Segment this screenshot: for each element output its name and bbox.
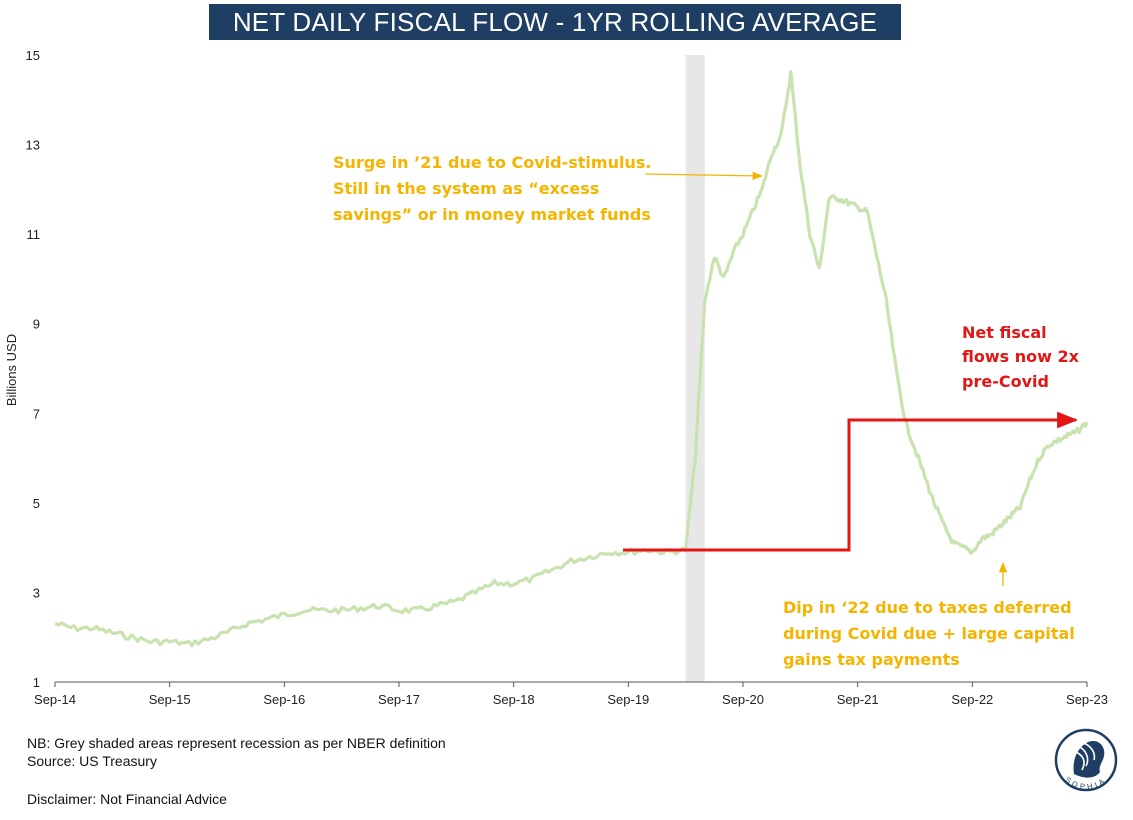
fiscal-2x-annotation: Net fiscal flows now 2x pre-Covid [962,323,1085,391]
dip-annotation-line-2: during Covid due + large capital [783,624,1075,643]
fiscal-2x-annotation-line-3: pre-Covid [962,372,1049,391]
dip-annotation-line-3: gains tax payments [783,650,960,669]
x-tick-label: Sep-23 [1066,692,1108,707]
x-tick-label: Sep-22 [951,692,993,707]
fiscal-2x-annotation-line-2: flows now 2x [962,347,1080,366]
fiscal-2x-annotation-line-1: Net fiscal [962,323,1047,342]
annotation-layer: Surge in ’21 due to Covid-stimulus. Stil… [333,153,1085,669]
x-tick-label: Sep-19 [607,692,649,707]
x-tick-label: Sep-18 [493,692,535,707]
sophia-logo: SOPHIA [1046,722,1126,802]
source-footnote: Source: US Treasury [27,753,157,769]
surge-annotation-line-3: savings” or in money market funds [333,205,651,224]
sophia-logo-icon: SOPHIA [1054,728,1118,792]
y-axis-title: Billions USD [4,334,19,406]
surge-annotation-line-2: Still in the system as “excess [333,179,599,198]
x-tick-label: Sep-14 [34,692,76,707]
y-tick-label: 15 [26,48,40,63]
x-tick-label: Sep-15 [149,692,191,707]
y-tick-label: 7 [33,406,40,421]
y-tick-label: 13 [26,138,40,153]
y-tick-label: 11 [27,227,41,242]
annotation-arrow-layer [623,171,1079,586]
dip-annotation: Dip in ‘22 due to taxes deferred during … [783,598,1080,669]
chart-title: NET DAILY FISCAL FLOW - 1YR ROLLING AVER… [209,4,901,40]
recession-footnote: NB: Grey shaded areas represent recessio… [27,735,446,751]
series-layer [54,69,1089,648]
y-tick-label: 1 [33,675,40,690]
y-tick-label: 3 [33,585,40,600]
x-tick-label: Sep-20 [722,692,764,707]
y-tick-label: 5 [33,496,40,511]
x-tick-label: Sep-21 [837,692,879,707]
series-line [54,69,1089,648]
disclaimer-footnote: Disclaimer: Not Financial Advice [27,791,227,807]
surge-arrow [644,171,764,180]
recession-band-layer [685,55,705,682]
surge-annotation-line-1: Surge in ’21 due to Covid-stimulus. [333,153,651,172]
y-tick-label: 9 [33,317,40,332]
dip-annotation-line-1: Dip in ‘22 due to taxes deferred [783,598,1072,617]
fiscal-2x-step-arrow [623,411,1079,552]
surge-annotation: Surge in ’21 due to Covid-stimulus. Stil… [333,153,657,224]
x-tick-label: Sep-16 [263,692,305,707]
x-tick-label: Sep-17 [378,692,420,707]
recession-band [685,55,705,682]
